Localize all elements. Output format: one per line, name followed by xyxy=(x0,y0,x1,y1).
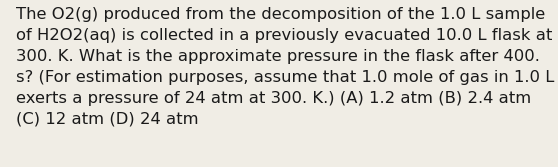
Text: The O2(g) produced from the decomposition of the 1.0 L sample
of H2O2(aq) is col: The O2(g) produced from the decompositio… xyxy=(16,7,554,127)
